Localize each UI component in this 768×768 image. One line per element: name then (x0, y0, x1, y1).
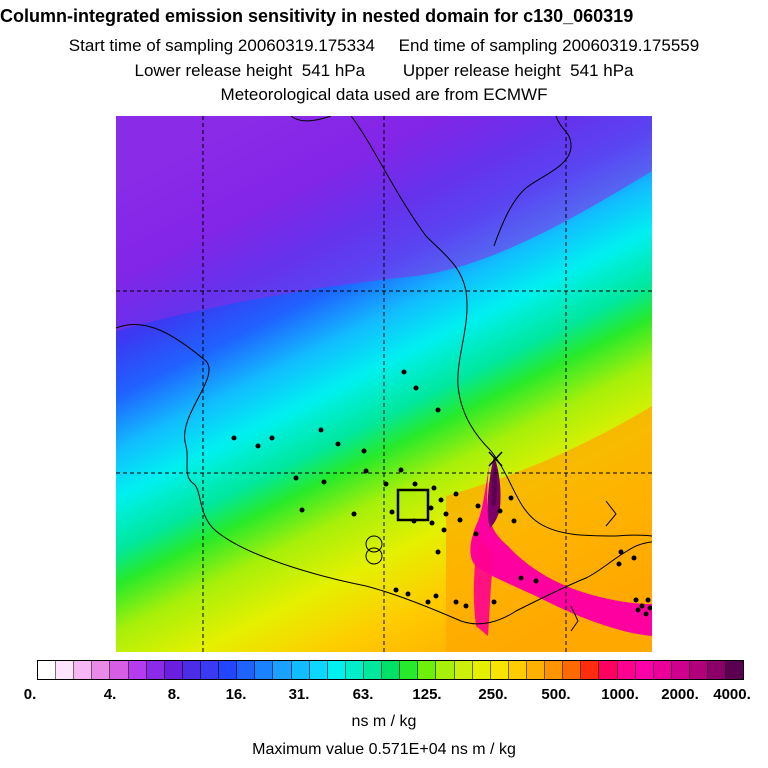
color-scale-segment (219, 661, 238, 679)
maximum-value-label: Maximum value 0.571E+04 ns m / kg (252, 741, 516, 758)
legend-tick: 31. (288, 686, 310, 703)
orange-region (446, 406, 652, 652)
plot-title: Column-integrated emission sensitivity i… (0, 6, 634, 26)
legend-tick: 2000. (661, 686, 699, 703)
city-markers (231, 369, 652, 617)
color-scale-segment (689, 661, 709, 679)
plume-core-inner (491, 461, 498, 506)
legend-tick: 16. (225, 686, 247, 703)
color-scale-segment (635, 661, 654, 679)
color-scale-segment (345, 661, 364, 679)
legend-tick: 4. (103, 686, 117, 703)
color-scale-segment (526, 661, 546, 679)
color-scale-segment (671, 661, 690, 679)
color-scale-segment (146, 661, 165, 679)
color-scale-segment (164, 661, 183, 679)
color-scale-bar (37, 660, 744, 680)
color-scale-segment (599, 661, 618, 679)
plume-upper (470, 456, 652, 636)
color-scale-segment (182, 661, 201, 679)
color-scale-segment (545, 661, 564, 679)
color-scale-segment (128, 661, 147, 679)
color-scale-segment (92, 661, 111, 679)
legend-tick: 250. (478, 686, 508, 703)
color-scale-segment (110, 661, 129, 679)
color-scale-segment (653, 661, 672, 679)
color-scale-segment (563, 661, 582, 679)
color-scale-segment (436, 661, 455, 679)
open-markers (365, 451, 503, 565)
color-scale-segment (309, 661, 328, 679)
sensitivity-map (116, 116, 652, 652)
color-scale-segment (581, 661, 600, 679)
coastlines (116, 116, 652, 632)
legend-tick: 8. (167, 686, 181, 703)
color-scale-segment (508, 661, 527, 679)
color-scale-segment (273, 661, 292, 679)
legend-tick: 0. (23, 686, 37, 703)
lower-release-label: Lower release height 541 hPa (134, 61, 366, 80)
color-scale-segment (255, 661, 274, 679)
color-scale-segment (56, 661, 75, 679)
color-scale-segment (400, 661, 419, 679)
color-scale-segment (382, 661, 401, 679)
legend-tick: 4000. (713, 686, 751, 703)
color-scale-segment (726, 661, 744, 679)
color-scale-segment (708, 661, 727, 679)
color-scale-segment (363, 661, 383, 679)
legend-units: ns m / kg (351, 713, 417, 730)
legend-tick: 1000. (601, 686, 639, 703)
color-scale-segment (237, 661, 256, 679)
color-scale-segment (490, 661, 509, 679)
met-data-label: Meteorological data used are from ECMWF (220, 85, 548, 104)
release-heights: Lower release height 541 hPa Upper relea… (0, 61, 768, 81)
color-scale-segment (327, 661, 346, 679)
legend-tick: 500. (541, 686, 571, 703)
sampling-times: Start time of sampling 20060319.175334 E… (0, 36, 768, 56)
upper-release-label: Upper release height 541 hPa (402, 61, 634, 80)
legend-tick: 125. (412, 686, 442, 703)
color-scale-segment (200, 661, 220, 679)
color-scale-segment (291, 661, 310, 679)
end-time-label: End time of sampling 20060319.175559 (398, 36, 700, 55)
start-time-label: Start time of sampling 20060319.175334 (68, 36, 376, 55)
lat-lon-grid (116, 116, 652, 652)
legend-tick: 63. (352, 686, 374, 703)
color-scale-segment (418, 661, 437, 679)
color-scale-segment (472, 661, 491, 679)
color-scale-segment (38, 661, 57, 679)
plume-branch (473, 536, 494, 636)
color-scale-segment (74, 661, 93, 679)
color-scale-segment (617, 661, 636, 679)
color-scale-segment (454, 661, 473, 679)
